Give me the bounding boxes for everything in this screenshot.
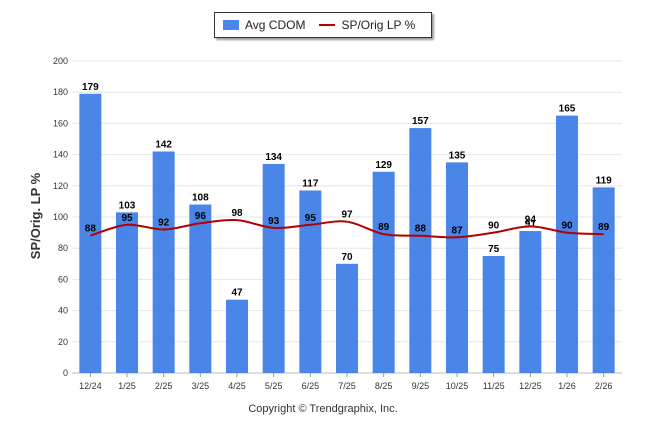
line-value-label: 90 xyxy=(561,221,573,232)
bar-value-label: 134 xyxy=(265,152,282,163)
bar[interactable] xyxy=(336,263,358,373)
y-tick-label: 60 xyxy=(58,274,68,284)
y-axis-label: SP/Orig. LP % xyxy=(28,172,43,259)
x-tick-label: 7/25 xyxy=(338,381,356,391)
bar[interactable] xyxy=(482,256,505,373)
bar[interactable] xyxy=(446,162,468,373)
legend-label-avg-cdom: Avg CDOM xyxy=(245,18,306,32)
bar[interactable] xyxy=(226,299,248,373)
legend-item-sp-orig-lp[interactable]: SP/Orig LP % xyxy=(305,18,415,32)
x-tick-label: 12/25 xyxy=(519,381,542,391)
bar-value-label: 108 xyxy=(192,193,209,204)
y-tick-label: 80 xyxy=(58,243,68,253)
x-tick-label: 1/26 xyxy=(558,381,576,391)
line-value-label: 93 xyxy=(268,216,280,227)
line-value-label: 88 xyxy=(85,224,97,235)
x-tick-label: 6/25 xyxy=(302,381,320,391)
bar-value-label: 70 xyxy=(341,252,353,263)
bar-value-label: 142 xyxy=(155,139,172,150)
bar-value-label: 117 xyxy=(302,178,319,189)
line-value-label: 94 xyxy=(525,214,537,225)
x-tick-label: 10/25 xyxy=(446,381,469,391)
y-tick-label: 0 xyxy=(63,368,68,378)
x-tick-label: 11/25 xyxy=(483,381,505,391)
y-tick-label: 160 xyxy=(53,118,68,128)
bar-data-labels: 179 103 142 108 47 134 117 70 129 157 135 75 91 165 11… xyxy=(82,82,612,299)
bar[interactable] xyxy=(152,151,175,373)
x-tick-label: 5/25 xyxy=(265,381,283,391)
bar-value-label: 179 xyxy=(82,82,99,93)
bar[interactable] xyxy=(116,212,138,373)
bar-series xyxy=(79,93,615,373)
line-value-label: 89 xyxy=(598,222,610,233)
bar-value-label: 47 xyxy=(231,288,243,299)
bar[interactable] xyxy=(409,128,432,373)
legend: Avg CDOM SP/Orig LP % xyxy=(214,12,432,38)
x-tick-label: 2/26 xyxy=(595,381,613,391)
y-tick-label: 20 xyxy=(58,337,68,347)
bar-value-label: 165 xyxy=(559,104,576,115)
line-data-labels: 88 95 92 96 98 93 95 97 89 88 87 90 94 90 89 xyxy=(85,208,610,236)
legend-line-swatch xyxy=(319,24,336,26)
y-tick-label: 40 xyxy=(58,306,68,316)
legend-bar-swatch xyxy=(223,20,239,30)
y-tick-label: 120 xyxy=(53,181,68,191)
bar-value-label: 103 xyxy=(119,200,136,211)
bar[interactable] xyxy=(519,231,542,373)
line-value-label: 90 xyxy=(488,221,500,232)
bar[interactable] xyxy=(592,187,615,373)
bar[interactable] xyxy=(79,93,102,373)
y-tick-label: 140 xyxy=(53,150,68,160)
line-path[interactable] xyxy=(90,218,604,239)
bar[interactable] xyxy=(556,115,578,373)
x-tick-label: 8/25 xyxy=(375,381,393,391)
copyright-text: Copyright © Trendgraphix, Inc. xyxy=(248,403,398,415)
bar-value-label: 135 xyxy=(449,150,466,161)
y-tick-label: 100 xyxy=(53,212,68,222)
x-tick-label: 1/25 xyxy=(118,381,136,391)
line-value-label: 95 xyxy=(305,213,317,224)
bar[interactable] xyxy=(299,190,322,373)
bar-value-label: 119 xyxy=(596,175,613,186)
legend-item-avg-cdom[interactable]: Avg CDOM xyxy=(215,18,305,32)
line-series xyxy=(90,218,604,239)
bar-value-label: 91 xyxy=(525,219,537,230)
bar-value-label: 157 xyxy=(412,116,429,127)
bar[interactable] xyxy=(189,204,212,373)
x-axis-ticks: 12/24 1/25 2/25 3/25 4/25 5/25 6/25 7/25 8/25 9/2… xyxy=(79,373,612,391)
bar[interactable] xyxy=(372,171,395,373)
x-tick-label: 2/25 xyxy=(155,381,173,391)
y-tick-label: 180 xyxy=(53,87,68,97)
x-tick-label: 12/24 xyxy=(79,381,102,391)
x-tick-label: 4/25 xyxy=(228,381,246,391)
y-tick-label: 200 xyxy=(53,56,68,66)
x-tick-label: 3/25 xyxy=(192,381,210,391)
line-value-label: 87 xyxy=(451,225,463,236)
line-value-label: 96 xyxy=(195,211,207,222)
bar[interactable] xyxy=(262,163,285,373)
line-value-label: 92 xyxy=(158,217,170,228)
legend-label-sp-orig-lp: SP/Orig LP % xyxy=(341,18,416,32)
x-tick-label: 9/25 xyxy=(412,381,430,391)
line-value-label: 98 xyxy=(231,208,243,219)
line-value-label: 95 xyxy=(121,213,133,224)
line-value-label: 89 xyxy=(378,222,390,233)
line-value-label: 97 xyxy=(341,210,353,221)
bar-value-label: 75 xyxy=(488,244,500,255)
y-axis-ticks: 0 20 40 60 80 100 120 140 160 180 200 xyxy=(53,56,68,378)
bar-value-label: 129 xyxy=(375,160,392,171)
line-value-label: 88 xyxy=(415,224,427,235)
